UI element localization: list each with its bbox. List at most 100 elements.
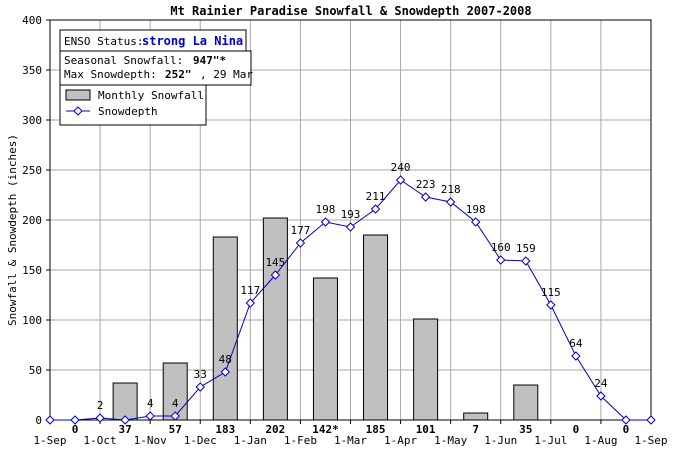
snowdepth-value-label: 159 <box>516 242 536 255</box>
x-tick-label: 1-Jul <box>534 434 567 447</box>
seasonal-snowfall-label: Seasonal Snowfall: <box>64 54 183 67</box>
x-tick-label: 1-Aug <box>584 434 617 447</box>
snowdepth-value-label: 4 <box>147 397 154 410</box>
x-tick-label: 1-Jun <box>484 434 517 447</box>
snowdepth-point <box>170 411 180 421</box>
snowdepth-value-label: 33 <box>194 368 207 381</box>
snowdepth-value-label: 48 <box>219 353 232 366</box>
snowfall-value-label: 101 <box>416 423 436 436</box>
snowdepth-point <box>145 411 155 421</box>
snowdepth-value-label: 24 <box>594 377 608 390</box>
enso-value: strong La Nina <box>142 34 243 48</box>
seasonal-snowfall-value: 947"* <box>193 54 226 67</box>
snowdepth-point <box>245 298 256 308</box>
snowfall-bar <box>212 236 238 421</box>
snowfall-value-label: 202 <box>265 423 285 436</box>
chart-title: Mt Rainier Paradise Snowfall & Snowdepth… <box>170 4 531 18</box>
snowdepth-value-label: 4 <box>172 397 179 410</box>
snowfall-value-label: 0 <box>72 423 79 436</box>
snowdepth-point <box>445 197 456 207</box>
snowfall-bar <box>363 234 389 421</box>
snowfall-bar <box>112 382 138 421</box>
snowdepth-value-label: 177 <box>290 224 310 237</box>
y-tick-label: 300 <box>22 114 42 127</box>
snowdepth-point <box>95 413 105 423</box>
x-tick-label: 1-Oct <box>84 434 117 447</box>
snowdepth-point <box>521 256 531 266</box>
legend-snowdepth-label: Snowdepth <box>98 105 158 118</box>
y-tick-label: 400 <box>22 14 42 27</box>
snowdepth-value-label: 160 <box>491 241 511 254</box>
y-tick-label: 100 <box>22 314 42 327</box>
snowdepth-point <box>395 175 406 185</box>
snowdepth-point <box>270 270 281 280</box>
stats-box <box>59 50 252 86</box>
y-tick-label: 200 <box>22 214 42 227</box>
snowdepth-value-label: 2 <box>97 399 104 412</box>
x-tick-label: 1-Sep <box>33 434 66 447</box>
snowdepth-point <box>621 415 631 425</box>
legend-diamond-icon <box>73 106 83 116</box>
snowdepth-value-label: 240 <box>391 161 411 174</box>
snowfall-value-label: 0 <box>573 423 580 436</box>
snowdepth-point <box>220 367 230 377</box>
x-tick-label: 1-May <box>434 434 467 447</box>
snowfall-bar <box>463 412 489 421</box>
snowfall-value-label: 0 <box>623 423 630 436</box>
snowdepth-value-label: 193 <box>341 208 361 221</box>
snowdepth-point <box>70 415 80 425</box>
legend: Monthly Snowfall Snowdepth <box>59 84 207 126</box>
max-snowdepth-label: Max Snowdepth: <box>64 68 157 81</box>
snowdepth-point <box>120 415 130 425</box>
x-tick-label: 1-Mar <box>334 434 367 447</box>
snowdepth-value-label: 223 <box>416 178 436 191</box>
y-axis-label: Snowfall & Snowdepth (inches) <box>6 134 19 326</box>
snowfall-value-label: 7 <box>472 423 479 436</box>
legend-bar-swatch <box>65 89 91 101</box>
snowfall-value-label: 35 <box>519 423 532 436</box>
snowfall-bar <box>513 384 539 421</box>
snowdepth-point <box>370 204 381 214</box>
y-tick-label: 0 <box>35 414 42 427</box>
y-tick-label: 50 <box>29 364 42 377</box>
snowfall-bar <box>312 277 338 421</box>
info-box: ENSO Status: strong La Nina Seasonal Sno… <box>59 29 253 86</box>
snowdepth-point <box>195 382 205 392</box>
snowfall-value-label: 183 <box>215 423 235 436</box>
legend-snowfall-label: Monthly Snowfall <box>98 89 204 102</box>
snowdepth-point <box>546 300 556 310</box>
snowdepth-point <box>295 238 306 248</box>
x-tick-label: 1-Nov <box>134 434 167 447</box>
snowdepth-point <box>496 255 506 265</box>
snowdepth-point <box>320 217 331 227</box>
snowfall-value-label: 57 <box>169 423 182 436</box>
x-tick-label: 1-Dec <box>184 434 217 447</box>
snowdepth-point <box>345 222 356 232</box>
x-tick-label: 1-Jan <box>234 434 267 447</box>
x-tick-label: 1-Apr <box>384 434 417 447</box>
snowfall-bar <box>262 217 288 421</box>
x-tick-label: 1-Feb <box>284 434 317 447</box>
snowfall-value-label: 142* <box>312 423 339 436</box>
snowdepth-value-label: 64 <box>569 337 583 350</box>
snowdepth-value-label: 117 <box>240 284 260 297</box>
snowfall-value-label: 185 <box>366 423 386 436</box>
snowdepth-value-label: 211 <box>366 190 386 203</box>
snowdepth-value-label: 115 <box>541 286 561 299</box>
snowdepth-value-label: 218 <box>441 183 461 196</box>
snowdepth-point <box>596 391 606 401</box>
snowdepth-point <box>420 192 431 202</box>
y-tick-label: 250 <box>22 164 42 177</box>
snowdepth-value-label: 198 <box>466 203 486 216</box>
max-snowdepth-value: 252" <box>165 68 192 81</box>
snowdepth-point <box>471 217 481 227</box>
max-snowdepth-date: , 29 Mar <box>200 68 253 81</box>
y-tick-label: 350 <box>22 64 42 77</box>
snowdepth-point <box>571 351 581 361</box>
snowdepth-value-label: 198 <box>316 203 336 216</box>
snowdepth-point <box>646 415 656 425</box>
x-tick-label: 1-Sep <box>634 434 667 447</box>
enso-label: ENSO Status: <box>64 35 143 48</box>
